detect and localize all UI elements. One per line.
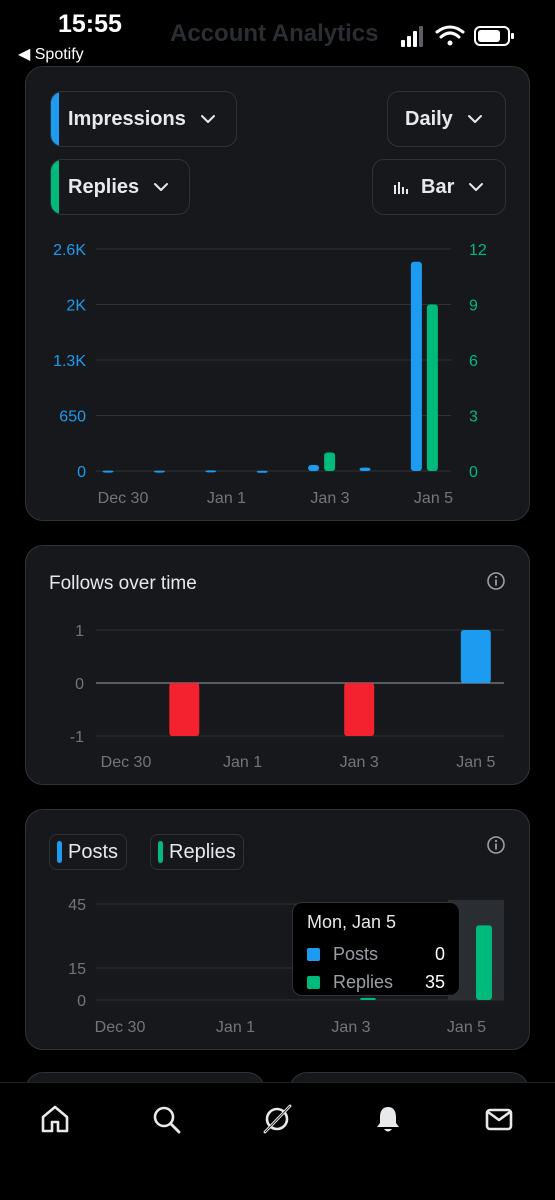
y-axis-tick-label: 0: [75, 676, 84, 693]
tooltip-title: Mon, Jan 5: [307, 912, 397, 932]
impressions-bar: [153, 470, 165, 473]
replies-bar: [360, 997, 376, 1000]
legend-posts-label: Posts: [68, 840, 119, 863]
right-axis-tick-label: 0: [469, 464, 478, 481]
posts-replies-chart-card: Posts Replies 0 15 45 Dec 30 Jan 1 Jan 3 Jan 5…: [25, 809, 530, 1050]
home-icon[interactable]: [39, 1103, 71, 1135]
x-axis-tick-label: Jan 1: [223, 754, 262, 771]
metric1-dropdown[interactable]: Impressions: [50, 91, 237, 147]
notifications-icon[interactable]: [372, 1103, 404, 1135]
status-time: 15:55: [58, 10, 122, 38]
x-axis-tick-label: Jan 1: [207, 490, 246, 507]
signal-icon: [401, 26, 423, 47]
battery-icon: [474, 26, 514, 46]
bar-chart-icon: [394, 182, 408, 194]
legend-replies-label: Replies: [169, 840, 236, 863]
search-icon[interactable]: [150, 1103, 182, 1135]
replies-swatch: [307, 975, 320, 989]
metric1-color-stripe: [51, 92, 59, 146]
metric2-label: Replies: [68, 175, 140, 198]
impressions-bar: [359, 467, 371, 471]
posts-swatch: [307, 947, 320, 961]
impressions-bar: [410, 261, 422, 471]
right-axis-tick-label: 12: [469, 242, 487, 259]
impressions-chart-card: Impressions Daily Replies Bar 0 650 1.3K 2K…: [25, 66, 530, 521]
grok-icon[interactable]: [261, 1103, 293, 1135]
tooltip-row-value: 0: [434, 943, 445, 964]
left-axis-tick-label: 1.3K: [53, 353, 86, 370]
chart-tooltip: Mon, Jan 5 Posts 0 Replies 35: [292, 902, 460, 996]
back-to-app-link[interactable]: ◀ Spotify: [18, 46, 84, 63]
y-axis-tick-label: -1: [70, 729, 84, 746]
impressions-bar: [308, 465, 320, 471]
follows-negative-bar: [344, 683, 375, 736]
y-axis-tick-label: 45: [68, 897, 86, 914]
impressions-replies-chart: 0 650 1.3K 2K 2.6K 0 3 6 9 12 Dec 30 Jan 1 Jan 3 Jan …: [53, 242, 487, 507]
metric2-color-stripe: [51, 160, 59, 214]
follows-chart: -1 0 1 Dec 30 Jan 1 Jan 3 Jan 5: [70, 623, 504, 771]
left-axis-tick-label: 0: [77, 464, 86, 481]
impressions-bar: [102, 470, 114, 473]
follows-positive-bar: [460, 630, 491, 683]
replies-bar: [476, 925, 492, 1000]
follows-negative-bar: [169, 683, 200, 736]
metric2-dropdown[interactable]: Replies: [50, 159, 190, 215]
chevron-down-icon: [154, 183, 169, 191]
info-icon[interactable]: [486, 835, 506, 855]
legend-posts[interactable]: Posts: [49, 834, 127, 870]
metric1-label: Impressions: [68, 107, 186, 130]
period-dropdown[interactable]: Daily: [387, 91, 506, 147]
right-axis-tick-label: 9: [469, 298, 478, 315]
tooltip-row-label: Replies: [333, 971, 394, 992]
y-axis-tick-label: 1: [75, 623, 84, 640]
x-axis-tick-label: Dec 30: [95, 1019, 146, 1036]
x-axis-tick-label: Dec 30: [98, 490, 149, 507]
left-axis-tick-label: 650: [59, 409, 86, 426]
card-title: Follows over time: [49, 573, 197, 594]
impressions-bar: [205, 470, 217, 473]
replies-bar: [324, 452, 336, 471]
tooltip-row-posts: Posts 0: [307, 942, 445, 966]
y-axis-tick-label: 0: [77, 993, 86, 1010]
wifi-icon: [435, 25, 465, 46]
x-axis-tick-label: Jan 5: [414, 490, 453, 507]
x-axis-tick-label: Jan 3: [331, 1019, 370, 1036]
legend-replies[interactable]: Replies: [150, 834, 244, 870]
replies-color-mark: [158, 841, 163, 863]
follows-chart-card: Follows over time -1 0 1 Dec 30 Jan 1 Jan 3 Ja…: [25, 545, 530, 785]
info-icon[interactable]: [486, 571, 506, 591]
tooltip-row-replies: Replies 35: [307, 970, 445, 994]
x-axis-tick-label: Jan 3: [310, 490, 349, 507]
bottom-nav: [0, 1082, 555, 1200]
right-axis-tick-label: 3: [469, 409, 478, 426]
tooltip-row-value: 35: [424, 971, 445, 992]
replies-bar: [426, 304, 438, 471]
tooltip-row-label: Posts: [333, 943, 379, 964]
chart-type-label: Bar: [421, 175, 455, 198]
x-axis-tick-label: Jan 1: [216, 1019, 255, 1036]
chevron-down-icon: [469, 183, 484, 191]
chevron-down-icon: [467, 115, 482, 123]
left-axis-tick-label: 2.6K: [53, 242, 86, 259]
messages-icon[interactable]: [483, 1103, 515, 1135]
posts-color-mark: [57, 841, 62, 863]
y-axis-tick-label: 15: [68, 961, 86, 978]
right-axis-tick-label: 6: [469, 353, 478, 370]
chevron-down-icon: [200, 115, 215, 123]
x-axis-tick-label: Jan 5: [447, 1019, 486, 1036]
impressions-bar: [256, 470, 268, 473]
status-icons: [401, 25, 514, 47]
status-bar: Account Analytics 15:55 ◀ Spotify: [0, 0, 555, 66]
x-axis-tick-label: Jan 3: [340, 754, 379, 771]
faded-page-title: Account Analytics: [170, 20, 379, 47]
period-label: Daily: [405, 107, 453, 130]
chart-type-dropdown[interactable]: Bar: [372, 159, 506, 215]
left-axis-tick-label: 2K: [66, 298, 86, 315]
x-axis-tick-label: Dec 30: [101, 754, 152, 771]
x-axis-tick-label: Jan 5: [456, 754, 495, 771]
